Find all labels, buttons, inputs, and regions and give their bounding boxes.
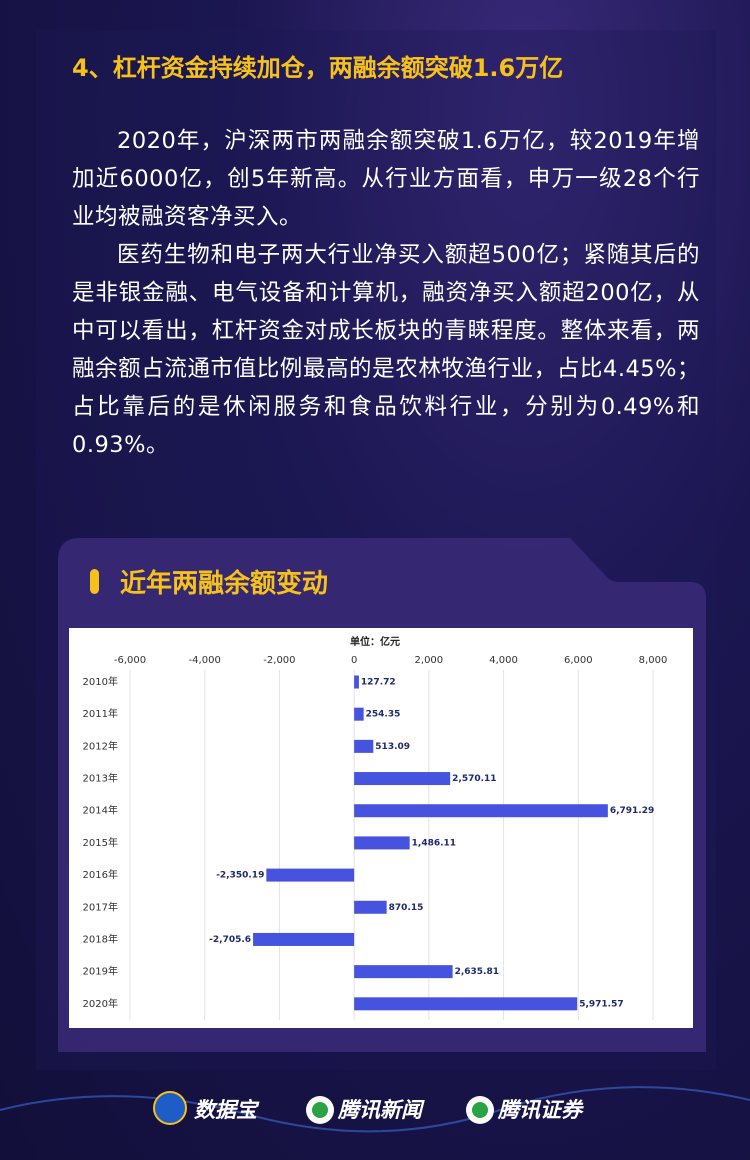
value-label: 513.09 [375,742,410,752]
y-tick-label: 2016年 [83,868,118,881]
bar [354,965,453,979]
value-label: 2,635.81 [455,967,499,977]
y-tick-label: 2013年 [83,772,118,785]
x-tick-label: 8,000 [639,655,668,666]
value-label: 2,570.11 [452,774,496,784]
y-tick-label: 2018年 [83,932,118,945]
bar [354,997,578,1011]
x-tick-label: 6,000 [564,655,593,666]
y-tick-label: 2020年 [83,997,118,1010]
paragraph: 2020年，沪深两市两融余额突破1.6万亿，较2019年增加近6000亿，创5年… [72,128,700,230]
bar [354,675,359,689]
x-tick-label: 2,000 [415,655,444,666]
x-tick-label: -2,000 [263,655,295,666]
value-label: 254.35 [366,710,401,720]
card-title: 近年两融余额变动 [120,569,329,599]
bar [354,772,451,786]
y-tick-label: 2019年 [83,965,118,978]
y-tick-label: 2014年 [83,804,118,817]
value-label: 127.72 [361,678,396,688]
x-tick-label: 0 [351,655,357,666]
value-label: 1,486.11 [412,838,456,848]
bar [354,707,364,721]
y-tick-label: 2012年 [83,739,118,752]
value-label: 870.15 [389,903,424,913]
paragraph: 医药生物和电子两大行业净买入额超500亿；紧随其后的是非银金融、电气设备和计算机… [72,242,700,458]
x-tick-label: -6,000 [114,655,146,666]
y-tick-label: 2011年 [83,707,118,720]
value-label: 5,971.57 [579,999,623,1009]
footer-logo: 腾讯新闻 [338,1098,422,1122]
x-tick-label: 4,000 [489,655,518,666]
value-label: 6,791.29 [610,806,654,816]
bar [253,932,355,946]
chart: 单位：亿元 -6,000 -4,000 -2,000 0 2,000 4,000 6,000… [69,628,693,1028]
footer-logo: 数据宝 [194,1098,257,1122]
y-tick-label: 2017年 [83,900,118,913]
bar [354,739,374,753]
y-tick-label: 2010年 [83,675,118,688]
bar [354,900,387,914]
chart-subtitle: 单位：亿元 [350,635,400,648]
bar [354,836,410,850]
bar [354,804,608,818]
x-tick-label: -4,000 [189,655,221,666]
value-label: -2,350.19 [216,871,264,881]
bar [266,868,355,882]
footer-logo: 腾讯证券 [498,1098,582,1122]
y-tick-label: 2015年 [83,836,118,849]
heading: 4、杠杆资金持续加仓，两融余额突破1.6万亿 [72,54,564,82]
value-label: -2,705.6 [209,935,251,945]
